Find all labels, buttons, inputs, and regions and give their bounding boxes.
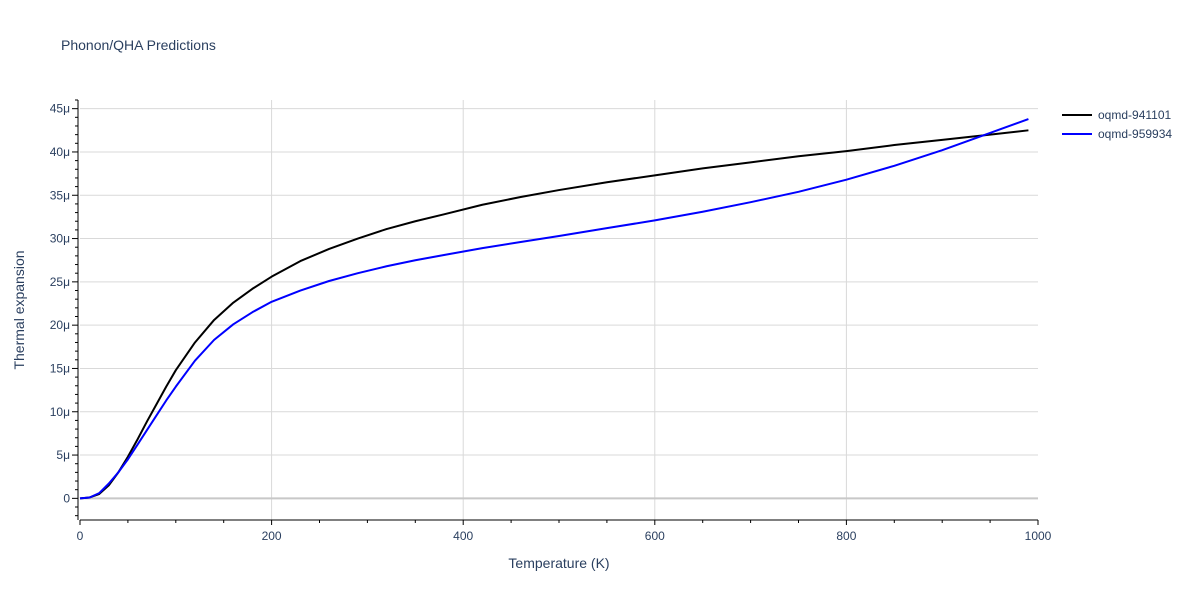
legend-item-oqmd-959934[interactable]: oqmd-959934 xyxy=(1062,127,1172,141)
y-tick-label: 45μ xyxy=(50,102,70,116)
y-tick-label: 40μ xyxy=(50,145,70,159)
y-tick-label: 35μ xyxy=(50,188,70,202)
axes-layer: 0 200 400 600 800 1000 0 5μ 10μ 15μ 20μ 25μ 30μ 35μ 40… xyxy=(50,99,1052,543)
legend-label: oqmd-941101 xyxy=(1098,108,1171,122)
x-tick-label: 0 xyxy=(77,529,84,543)
y-tick-label: 20μ xyxy=(50,318,70,332)
x-tick-label: 400 xyxy=(453,529,473,543)
series-layer xyxy=(79,118,1029,500)
y-tick-label: 25μ xyxy=(50,275,70,289)
x-tick-label: 1000 xyxy=(1025,529,1052,543)
legend[interactable]: oqmd-941101 oqmd-959934 xyxy=(1062,108,1172,141)
legend-item-oqmd-941101[interactable]: oqmd-941101 xyxy=(1062,108,1171,122)
y-tick-label: 5μ xyxy=(56,448,70,462)
x-axis-title: Temperature (K) xyxy=(508,555,609,571)
y-tick-label: 0 xyxy=(63,491,70,505)
legend-label: oqmd-959934 xyxy=(1098,127,1172,141)
x-tick-label: 200 xyxy=(262,529,282,543)
y-tick-label: 15μ xyxy=(50,361,70,375)
grid-layer xyxy=(80,100,1038,520)
x-tick-label: 600 xyxy=(645,529,665,543)
chart-title: Phonon/QHA Predictions xyxy=(61,37,216,53)
series-line-oqmd-959934 xyxy=(79,118,1029,500)
y-tick-label: 10μ xyxy=(50,405,70,419)
series-line-oqmd-941101 xyxy=(79,129,1029,500)
y-tick-label: 30μ xyxy=(50,232,70,246)
x-tick-label: 800 xyxy=(836,529,856,543)
y-axis-title: Thermal expansion xyxy=(11,250,27,369)
